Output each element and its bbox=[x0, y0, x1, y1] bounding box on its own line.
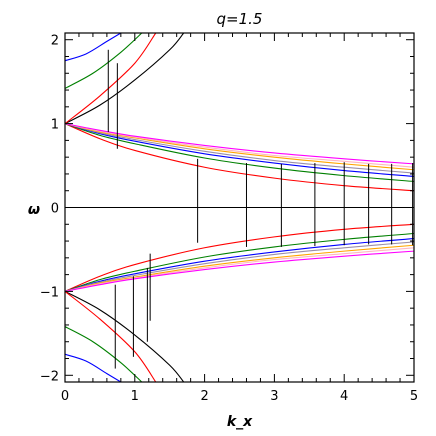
x-tick-label: 3 bbox=[270, 389, 278, 404]
x-tick-label: 5 bbox=[410, 389, 418, 404]
series-line-10 bbox=[65, 241, 414, 292]
x-tick-label: 0 bbox=[61, 389, 69, 404]
axes-layer: 0 1 2 3 4 5 −2 −1 0 1 2 bbox=[40, 32, 418, 404]
series-line-18 bbox=[65, 290, 185, 382]
x-axis-label: k_x bbox=[227, 414, 253, 430]
series-line-5 bbox=[65, 123, 414, 168]
y-tick-label: −2 bbox=[40, 369, 59, 384]
series-line-13 bbox=[65, 250, 414, 292]
series-line-6 bbox=[65, 123, 414, 165]
series-line-21 bbox=[65, 353, 122, 382]
series-line-12 bbox=[65, 247, 414, 292]
series-layer bbox=[65, 33, 414, 382]
x-tick-label: 1 bbox=[131, 389, 139, 404]
series-line-16 bbox=[65, 33, 143, 89]
series-line-14 bbox=[65, 33, 185, 125]
series-line-17 bbox=[65, 33, 122, 62]
series-line-11 bbox=[65, 244, 414, 292]
chart-title: q=1.5 bbox=[217, 10, 263, 28]
x-tick-label: 4 bbox=[340, 389, 348, 404]
y-tick-label: −1 bbox=[40, 285, 59, 300]
x-tick-label: 2 bbox=[200, 389, 208, 404]
series-line-20 bbox=[65, 326, 143, 382]
y-tick-label: 0 bbox=[51, 202, 59, 217]
y-tick-label: 2 bbox=[51, 34, 59, 49]
series-line-15 bbox=[65, 33, 157, 125]
segment-layer bbox=[65, 49, 414, 369]
series-line-19 bbox=[65, 290, 157, 382]
y-tick-label: 1 bbox=[51, 118, 59, 133]
y-axis-label: ω bbox=[28, 202, 40, 218]
